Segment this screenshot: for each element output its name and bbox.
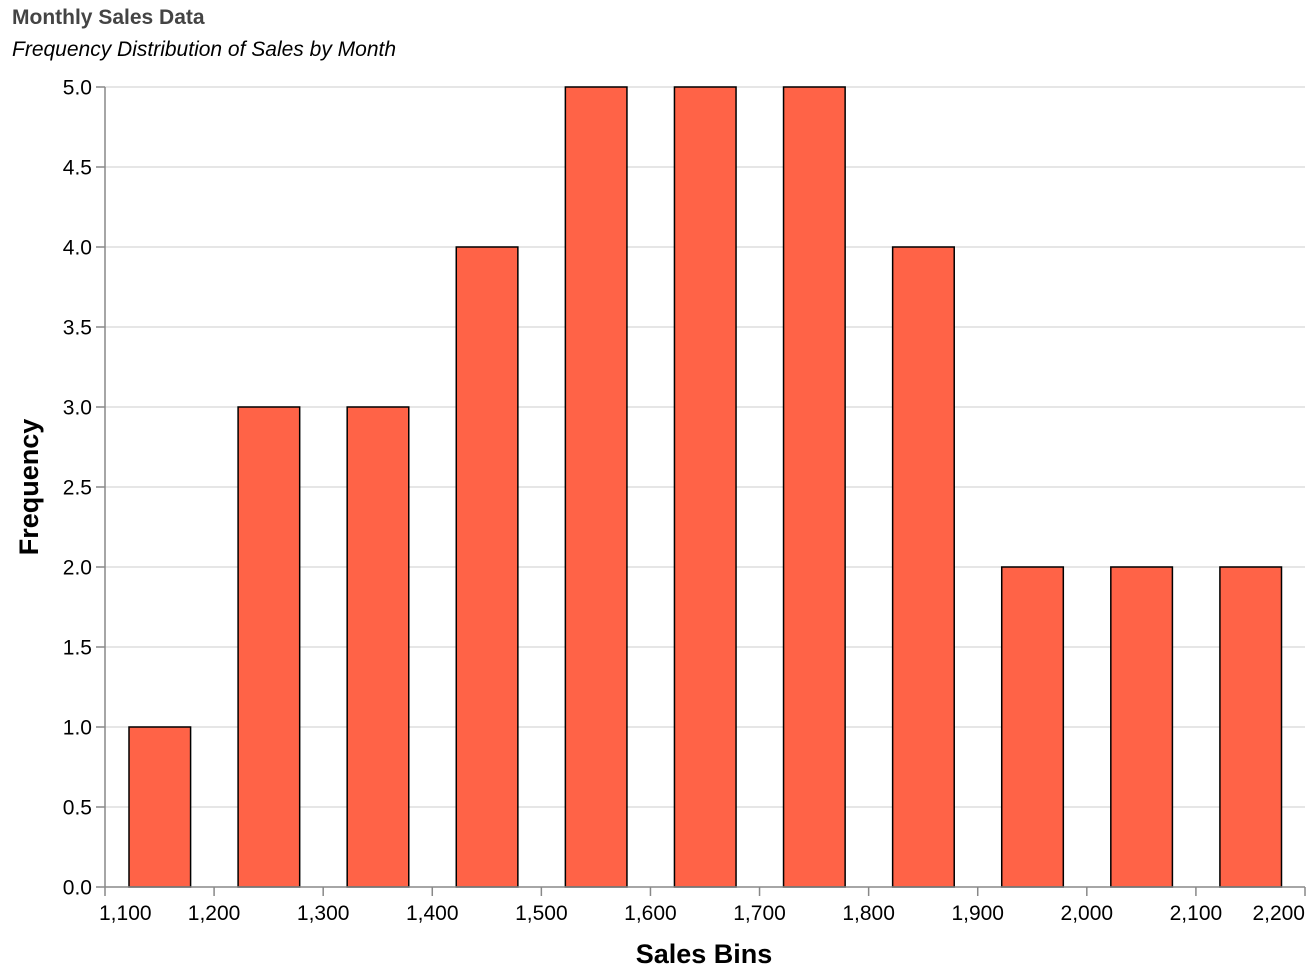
chart-subtitle: Frequency Distribution of Sales by Month <box>12 38 397 61</box>
y-tick-label: 3.5 <box>63 317 92 340</box>
x-tick-label: 1,600 <box>624 902 677 925</box>
x-tick-label: 1,700 <box>733 902 786 925</box>
x-tick-label: 1,200 <box>188 902 241 925</box>
x-tick-label: 1,500 <box>515 902 568 925</box>
y-tick-label: 2.0 <box>63 557 92 580</box>
histogram-bar <box>891 246 955 888</box>
y-tick-label: 5.0 <box>63 77 92 100</box>
x-tick-label: 1,800 <box>842 902 895 925</box>
x-tick-label: 1,100 <box>99 902 152 925</box>
x-tick-label: 2,200 <box>1252 902 1305 925</box>
y-tick-label: 4.5 <box>63 157 92 180</box>
histogram-bar <box>237 406 301 888</box>
histogram-bar <box>1000 566 1065 888</box>
histogram-bar <box>455 246 519 888</box>
histogram-bar <box>346 406 410 888</box>
axes-layer <box>96 86 1306 896</box>
x-tick-label: 1,400 <box>406 902 459 925</box>
y-tick-label: 2.5 <box>63 477 92 500</box>
y-tick-label: 0.0 <box>63 877 92 900</box>
histogram-bar <box>1219 566 1283 888</box>
histogram-bar <box>673 86 737 888</box>
y-tick-label: 0.5 <box>63 797 92 820</box>
x-tick-label: 1,300 <box>297 902 350 925</box>
y-tick-label: 1.0 <box>63 717 92 740</box>
x-tick-label: 1,900 <box>951 902 1004 925</box>
x-tick-label: 2,000 <box>1061 902 1114 925</box>
x-tick-label: 2,100 <box>1170 902 1223 925</box>
histogram-bar <box>128 726 192 888</box>
y-tick-label: 4.0 <box>63 237 92 260</box>
labels-layer: 0.0 0.5 1.0 1.5 2.0 2.5 3.0 3.5 4.0 4.5 5.0 1,100 1,… <box>63 77 1305 926</box>
histogram-bar <box>564 86 628 888</box>
chart-title: Monthly Sales Data <box>12 6 205 29</box>
histogram-bar <box>782 86 846 888</box>
y-tick-label: 1.5 <box>63 637 92 660</box>
bars-layer <box>128 86 1283 888</box>
histogram-bar <box>1110 566 1174 888</box>
y-tick-label: 3.0 <box>63 397 92 420</box>
y-axis-title: Frequency <box>14 419 44 556</box>
x-axis-title: Sales Bins <box>636 939 773 969</box>
